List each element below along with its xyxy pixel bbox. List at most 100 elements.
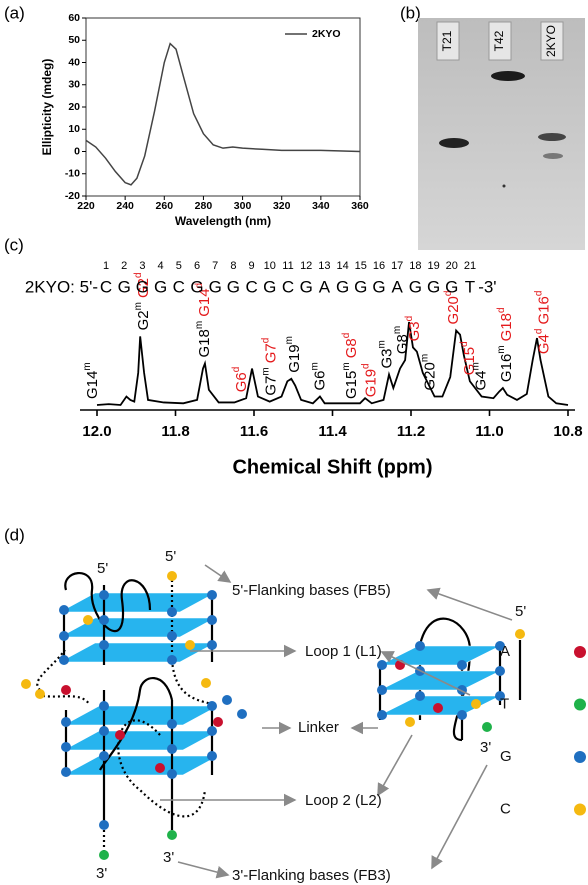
peak-label-sup: d [261,338,272,344]
peak-label: G18d [496,307,515,341]
diagram-label: Loop 2 (L2) [305,792,382,809]
sequence-base: G [118,277,131,296]
sequence-base: G [227,277,240,296]
peak-label: G18m [194,321,213,358]
peak-label: G4m [471,362,490,390]
well [540,21,564,61]
peak-label-sup: m [471,362,482,370]
y-tick-label: 30 [68,79,80,91]
y-tick-label: 10 [68,123,80,135]
end-label: 3' [163,849,174,866]
y-tick-label: -20 [65,190,80,202]
diagram-label: 3'-Flanking bases (FB3) [232,867,391,884]
diagram-label: Linker [298,719,339,736]
base-number: 1 [103,260,109,272]
sequence-base: G [209,277,222,296]
x-tick-label: 320 [273,200,291,212]
legend-label: G [500,748,512,765]
panel-label: (d) [4,525,25,544]
sequence-base: G [154,277,167,296]
y-tick-label: 50 [68,34,80,46]
base-number: 12 [300,260,312,272]
legend-label: T [500,695,509,712]
x-tick-label: 11.2 [397,423,425,440]
well [488,21,512,61]
x-tick-label: 340 [312,200,330,212]
x-axis-title: Chemical Shift (ppm) [232,456,432,478]
legend-dot [574,698,586,711]
sequence-base: A [392,277,404,296]
peak-label: G20d [443,291,462,325]
base-number: 14 [336,260,348,272]
sequence-base: G [427,277,440,296]
legend-label: A [500,643,510,660]
x-tick-label: 220 [77,200,95,212]
peak-label-text: G19 [363,369,380,397]
base-number: 2 [121,260,127,272]
end-label: 5' [165,548,176,565]
peak-label: G2m [133,302,152,330]
lane-label: T21 [440,30,454,51]
data-line [85,42,361,186]
peak-label-sup: d [194,283,205,289]
peak-label: G19d [361,363,380,397]
peak-label: G4d [534,329,553,355]
y-tick-label: 40 [68,56,80,68]
base-number: 15 [355,260,367,272]
peak-label: G15d [459,341,478,375]
base-number: 3 [139,260,145,272]
peak-label: G8m [392,326,411,354]
peak-label-sup: m [310,362,321,370]
legend-dot [574,646,586,658]
y-axis-title: Ellipticity (mdeg) [40,59,54,156]
peak-label-text: G4 [535,334,552,354]
peak-label-text: G7 [263,343,280,363]
peak-label-text: G14 [196,288,213,316]
base-number: 11 [282,260,293,272]
data-line [96,321,569,406]
band [439,138,469,148]
peak-label-text: G8 [394,334,411,354]
peak-label-text: G15 [461,347,478,375]
peak-label-sup: m [392,326,403,334]
peak-label-sup: d [443,291,454,297]
x-tick-label: 11.0 [475,423,503,440]
peak-label: G3m [377,340,396,368]
sequence-base: G [336,277,349,296]
base-number: 16 [373,260,385,272]
peak-label-sup: m [133,302,144,310]
x-tick-label: 240 [116,200,134,212]
sequence-prefix: 2KYO: 5'- [25,277,98,296]
end-label: 5' [97,560,108,577]
legend-dot [574,751,586,763]
peak-label-text: G14 [84,371,101,399]
peak-label: G6m [310,362,329,390]
sequence-base: G [372,277,385,296]
peak-label: G19m [284,336,303,373]
peak-label: G3d [404,316,423,342]
base-number: 17 [391,260,403,272]
peak-label-text: G3 [378,348,395,368]
base-number: 5 [176,260,182,272]
diagram-label: 5'-Flanking bases (FB5) [232,582,391,599]
peak-label-sup: m [420,354,431,362]
end-label: 3' [480,739,491,756]
x-tick-label: 10.8 [553,423,582,440]
peak-label-text: G19 [286,344,303,372]
base-number: 7 [212,260,218,272]
band [538,133,566,141]
sequence-base: G [300,277,313,296]
peak-label-text: G20 [422,362,439,390]
base-number: 4 [158,260,164,272]
base-number: 13 [318,260,330,272]
peak-label-text: G2 [135,278,152,298]
peak-label-sup: d [341,333,352,339]
peak-label-sup: d [459,341,470,347]
base-number: 21 [464,260,476,272]
peak-label: G2d [133,272,152,298]
y-tick-label: -10 [65,168,80,180]
sequence-base: G [190,277,203,296]
peak-label-sup: d [361,363,372,369]
lane-label: T42 [492,30,506,51]
legend-label: C [500,800,511,817]
